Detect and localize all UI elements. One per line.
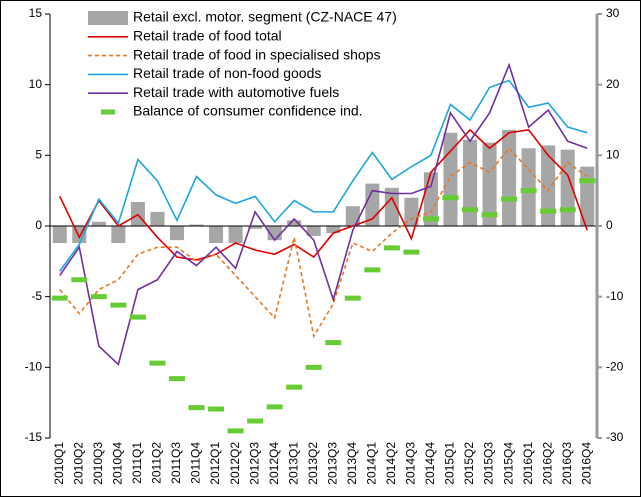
legend-label: Retail trade with automotive fuels <box>133 84 339 100</box>
y2-tick-label: 20 <box>606 77 620 91</box>
x-tick-label: 2015Q2 <box>462 442 476 485</box>
x-tick-label: 2010Q1 <box>52 442 66 485</box>
line <box>59 79 588 272</box>
x-tick-label: 2012Q1 <box>208 442 222 485</box>
x-tick-label: 2015Q3 <box>482 442 496 485</box>
x-tick-label: 2011Q1 <box>130 442 144 484</box>
x-tick-label: 2013Q1 <box>286 442 300 485</box>
x-tick-label: 2012Q3 <box>247 442 261 485</box>
bar <box>345 206 360 226</box>
bar <box>287 220 302 226</box>
bar <box>228 226 243 243</box>
bar <box>326 226 341 234</box>
x-tick-label: 2016Q3 <box>560 442 574 485</box>
x-tick-label: 2011Q3 <box>169 442 183 484</box>
bar <box>541 145 556 226</box>
bar <box>169 226 185 241</box>
legend-label: Retail trade of food in specialised shop… <box>133 46 380 62</box>
bar <box>91 221 106 226</box>
line <box>59 147 588 339</box>
x-tick-label: 2015Q1 <box>443 442 457 485</box>
x-tick-label: 2011Q2 <box>150 442 164 484</box>
legend-swatch <box>88 11 128 25</box>
y2-tick-label: -10 <box>606 289 624 303</box>
bar <box>404 197 419 226</box>
x-tick-label: 2010Q3 <box>91 442 105 485</box>
x-tick-label: 2010Q2 <box>71 442 85 485</box>
bar <box>462 139 478 226</box>
bar <box>209 226 224 243</box>
x-tick-label: 2014Q2 <box>384 442 398 485</box>
y-tick-label: -10 <box>25 360 43 374</box>
x-tick-label: 2015Q4 <box>501 442 515 485</box>
bar <box>306 226 321 236</box>
x-tick-label: 2010Q4 <box>111 442 125 485</box>
legend-label: Retail excl. motor. segment (CZ-NACE 47) <box>133 9 397 25</box>
bar <box>52 226 67 243</box>
bar <box>150 211 165 226</box>
y-tick-label: -15 <box>25 430 43 444</box>
x-tick-label: 2014Q1 <box>365 442 379 485</box>
x-tick-label: 2013Q3 <box>325 442 339 485</box>
x-tick-label: 2012Q4 <box>267 442 281 485</box>
x-tick-label: 2016Q2 <box>540 442 554 485</box>
y2-tick-label: 30 <box>606 6 620 20</box>
bar <box>189 224 204 226</box>
x-tick-label: 2012Q2 <box>228 442 242 485</box>
bar <box>482 142 497 226</box>
bar <box>502 129 517 226</box>
legend-label: Balance of consumer confidence ind. <box>133 103 363 119</box>
x-tick-label: 2016Q4 <box>579 442 593 485</box>
line <box>59 62 588 367</box>
x-tick-label: 2014Q4 <box>423 442 437 485</box>
bar <box>111 226 126 243</box>
y-tick-label: 0 <box>35 218 42 232</box>
x-tick-label: 2014Q3 <box>404 442 418 485</box>
bar <box>248 226 263 229</box>
y-tick-label: 10 <box>29 77 43 91</box>
y-tick-label: -5 <box>31 289 42 303</box>
line <box>59 128 588 261</box>
y-tick-label: 5 <box>35 148 42 162</box>
bar <box>384 187 399 226</box>
y2-tick-label: 10 <box>606 148 620 162</box>
x-tick-label: 2013Q2 <box>306 442 320 485</box>
y2-tick-label: -20 <box>606 360 624 374</box>
bar <box>521 148 536 226</box>
legend-label: Retail trade of food total <box>133 28 282 44</box>
x-tick-label: 2011Q4 <box>189 442 203 484</box>
legend-label: Retail trade of non-food goods <box>133 65 321 81</box>
y-tick-label: 15 <box>29 6 43 20</box>
y2-tick-label: -30 <box>606 430 624 444</box>
x-tick-label: 2016Q1 <box>521 442 535 485</box>
x-tick-label: 2013Q4 <box>345 442 359 485</box>
y2-tick-label: 0 <box>606 218 613 232</box>
